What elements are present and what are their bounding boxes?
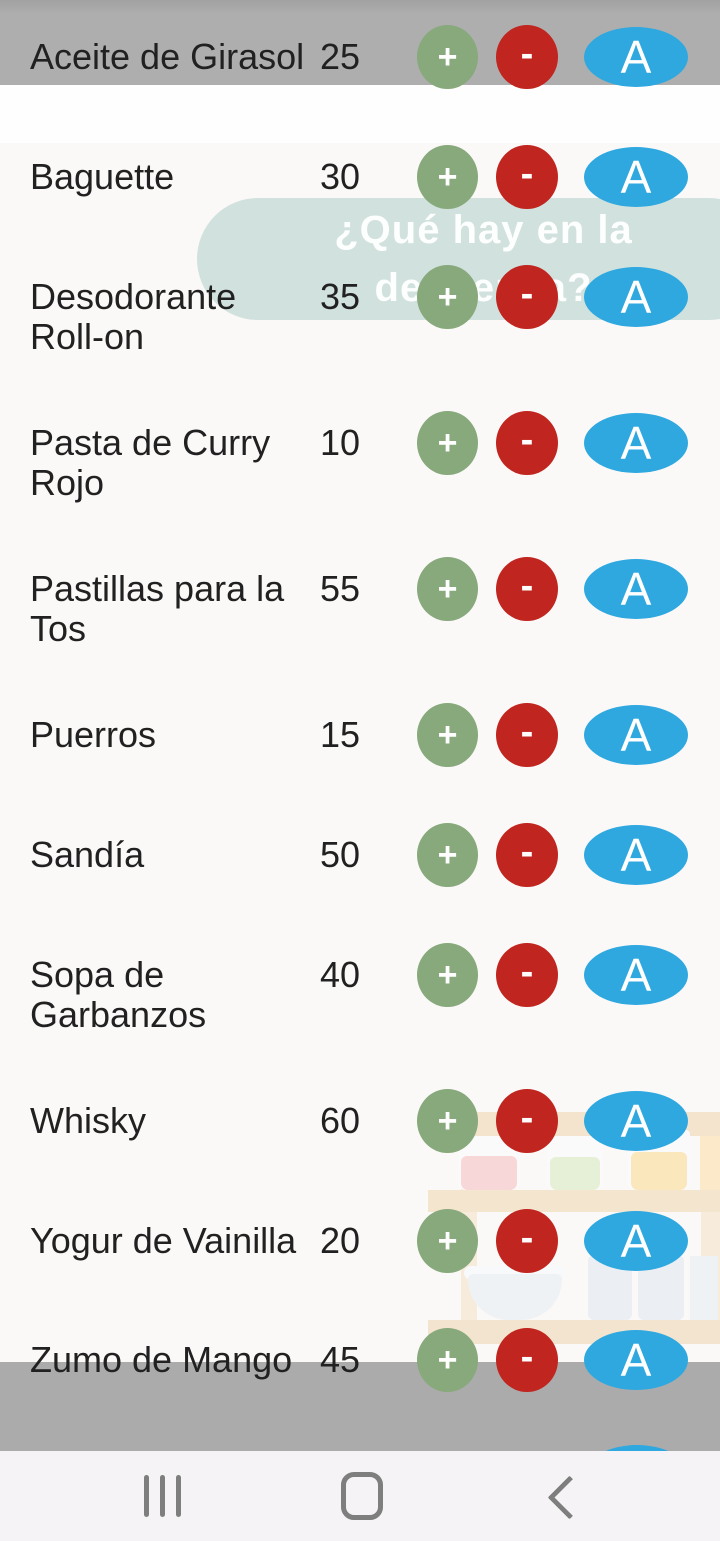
pantry-shelf: [428, 1190, 720, 1212]
decrement-button[interactable]: -: [496, 1328, 558, 1392]
pantry-jar: [700, 1136, 720, 1190]
list-item: Puerros 15 + - A: [0, 703, 720, 767]
item-quantity: 60: [320, 1100, 361, 1141]
back-button[interactable]: [547, 1475, 592, 1520]
item-name: Aceite de Girasol: [30, 36, 305, 77]
android-navigation-bar: [0, 1451, 720, 1541]
highlight-band: [0, 85, 720, 143]
item-quantity: 25: [320, 36, 361, 77]
recents-icon: [160, 1475, 165, 1517]
list-item: Aceite de Girasol 25 + - A: [0, 25, 720, 89]
list-item: Sandía 50 + - A: [0, 823, 720, 887]
action-a-button[interactable]: A: [584, 1211, 688, 1271]
increment-button[interactable]: +: [417, 823, 478, 887]
pantry-jar-pink-fill: [461, 1156, 517, 1190]
pantry-cup: [690, 1256, 718, 1320]
list-item: Zumo de Mango 45 + - A: [0, 1328, 720, 1392]
item-name: Puerros: [30, 714, 157, 755]
list-item: Whisky 60 + - A: [0, 1089, 720, 1153]
item-quantity: 35: [320, 276, 361, 317]
decrement-button[interactable]: -: [496, 145, 558, 209]
recents-icon: [176, 1475, 181, 1517]
decrement-button[interactable]: -: [496, 1089, 558, 1153]
home-button[interactable]: [341, 1472, 383, 1520]
item-name: Baguette: [30, 156, 175, 197]
increment-button[interactable]: +: [417, 1328, 478, 1392]
item-name: Whisky: [30, 1100, 146, 1141]
overlay-text-line1: ¿Qué hay en la: [334, 208, 633, 252]
item-name: Yogur de Vainilla: [30, 1220, 297, 1261]
increment-button[interactable]: +: [417, 703, 478, 767]
decrement-button[interactable]: -: [496, 265, 558, 329]
item-name: Desodorante Roll-on: [30, 276, 237, 357]
item-quantity: 45: [320, 1339, 361, 1380]
increment-button[interactable]: +: [417, 411, 478, 475]
pantry-jar-yellow-fill: [631, 1152, 687, 1190]
decrement-button[interactable]: -: [496, 943, 558, 1007]
list-item: Pasta de Curry Rojo 10 + - A: [0, 411, 720, 503]
item-quantity: 20: [320, 1220, 361, 1261]
decrement-button[interactable]: -: [496, 557, 558, 621]
decrement-button[interactable]: -: [496, 25, 558, 89]
increment-button[interactable]: +: [417, 1209, 478, 1273]
increment-button[interactable]: +: [417, 265, 478, 329]
item-name: Pasta de Curry Rojo: [30, 422, 271, 503]
item-quantity: 10: [320, 422, 361, 463]
item-name: Sopa de Garbanzos: [30, 954, 207, 1035]
list-item: Baguette 30 + - A: [0, 145, 720, 209]
action-a-button[interactable]: A: [584, 705, 688, 765]
item-quantity: 55: [320, 568, 361, 609]
action-a-button[interactable]: A: [584, 559, 688, 619]
action-a-button[interactable]: A: [584, 945, 688, 1005]
recents-button[interactable]: [144, 1475, 181, 1517]
increment-button[interactable]: +: [417, 25, 478, 89]
item-quantity: 40: [320, 954, 361, 995]
recents-icon: [144, 1475, 149, 1517]
action-a-button[interactable]: A: [584, 147, 688, 207]
decrement-button[interactable]: -: [496, 411, 558, 475]
increment-button[interactable]: +: [417, 943, 478, 1007]
list-item: Desodorante Roll-on 35 + - A: [0, 265, 720, 357]
item-quantity: 15: [320, 714, 361, 755]
list-item: Pastillas para la Tos 55 + - A: [0, 557, 720, 649]
action-a-button[interactable]: A: [584, 27, 688, 87]
decrement-button[interactable]: -: [496, 823, 558, 887]
action-a-button[interactable]: A: [584, 1330, 688, 1390]
increment-button[interactable]: +: [417, 557, 478, 621]
decrement-button[interactable]: -: [496, 703, 558, 767]
item-quantity: 50: [320, 834, 361, 875]
increment-button[interactable]: +: [417, 1089, 478, 1153]
item-name: Zumo de Mango: [30, 1339, 293, 1380]
action-a-button[interactable]: A: [584, 413, 688, 473]
item-quantity: 30: [320, 156, 361, 197]
action-a-button[interactable]: A: [584, 267, 688, 327]
action-a-button[interactable]: A: [584, 1091, 688, 1151]
item-name: Pastillas para la Tos: [30, 568, 285, 649]
action-a-button[interactable]: A: [584, 825, 688, 885]
list-item: Yogur de Vainilla 20 + - A: [0, 1209, 720, 1273]
item-name: Sandía: [30, 834, 145, 875]
decrement-button[interactable]: -: [496, 1209, 558, 1273]
list-item: Sopa de Garbanzos 40 + - A: [0, 943, 720, 1035]
increment-button[interactable]: +: [417, 145, 478, 209]
pantry-jar-green-fill: [550, 1157, 600, 1190]
